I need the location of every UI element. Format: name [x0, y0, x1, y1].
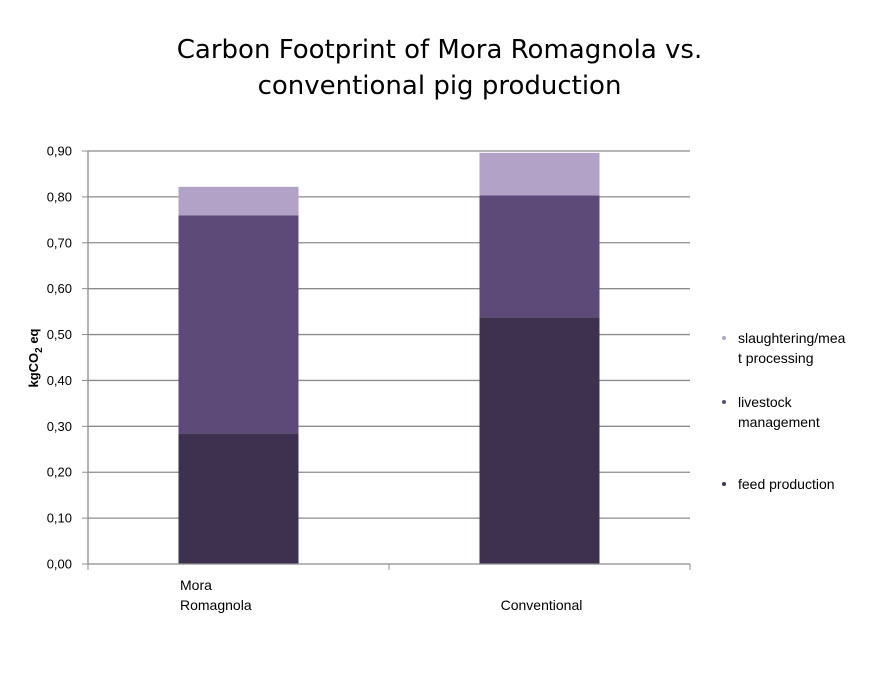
bar-mora-romagnola-feed [178, 433, 299, 564]
y-tick-label: 0,20 [47, 465, 72, 480]
x-category-label: Mora Romagnola [180, 577, 252, 613]
bar-conventional-slaughtering [479, 152, 600, 196]
chart-title: Carbon Footprint of Mora Romagnola vs. c… [0, 32, 879, 104]
x-category-label: Conventional [501, 597, 583, 613]
chart-title-line-1: Carbon Footprint of Mora Romagnola vs. [176, 35, 703, 65]
y-tick-labels: 0,00 0,10 0,20 0,30 0,40 0,50 0,60 0,70 0,80 0,90 [47, 144, 72, 572]
y-tick-label: 0,80 [47, 189, 72, 204]
y-tick-label: 0,40 [47, 373, 72, 388]
legend-label-slaughtering: slaughtering/mea t processing [738, 330, 846, 366]
y-tick-label: 0,70 [47, 235, 72, 250]
bar-conventional-livestock [479, 195, 600, 318]
y-tick-label: 0,30 [47, 419, 72, 434]
y-tick-label: 0,10 [47, 511, 72, 526]
x-category-labels: Mora Romagnola Conventional [180, 577, 582, 613]
legend-label-feed: feed production [738, 476, 835, 492]
y-tick-label: 0,60 [47, 281, 72, 296]
legend-marker-slaughtering [722, 336, 726, 340]
bars [178, 152, 600, 564]
bar-mora-romagnola-slaughtering [178, 186, 299, 216]
y-axis-label: kgCO2 eq [26, 328, 45, 387]
bar-mora-romagnola-livestock [178, 215, 299, 434]
y-tick-label: 0,00 [47, 557, 72, 572]
legend-label-livestock: livestock management [738, 394, 820, 430]
legend-marker-livestock [722, 400, 726, 404]
y-tick-label: 0,50 [47, 327, 72, 342]
legend-marker-feed [722, 482, 726, 486]
y-tick-label: 0,90 [47, 144, 72, 159]
axes [87, 151, 691, 570]
chart-title-line-2: conventional pig production [257, 71, 622, 101]
bar-conventional-feed [479, 317, 600, 564]
